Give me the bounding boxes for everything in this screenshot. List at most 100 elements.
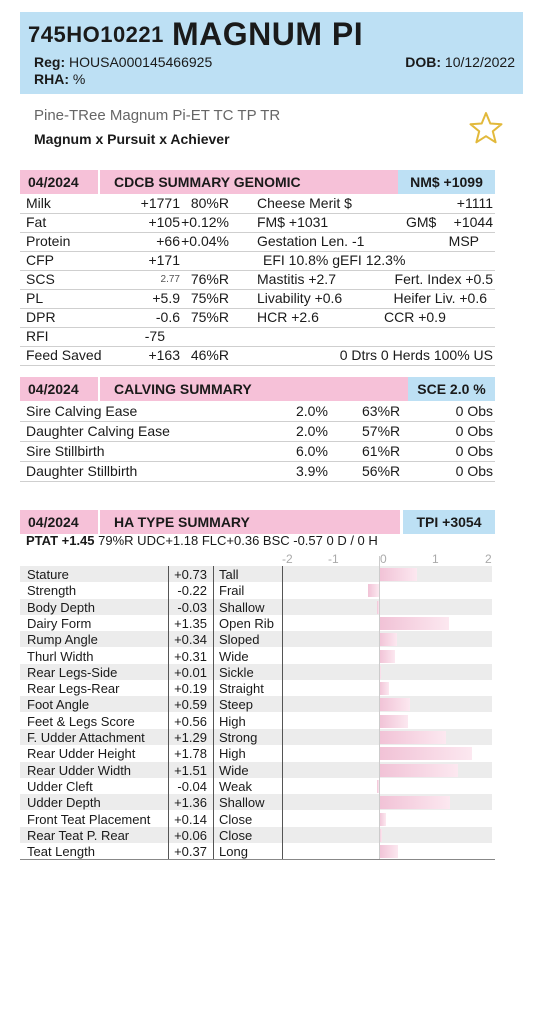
type-section-header: 04/2024 HA TYPE SUMMARY TPI +3054	[20, 510, 495, 534]
type-trait-row: Teat Length +0.37 Long	[20, 843, 492, 859]
trait-descriptor: Wide	[219, 648, 249, 664]
type-trait-row: Thurl Width +0.31 Wide	[20, 648, 492, 664]
trait-descriptor: Sickle	[219, 664, 254, 680]
trait-value: -0.03	[177, 599, 207, 615]
sce-badge: SCE 2.0 %	[408, 377, 495, 401]
trait-label: Udder Cleft	[27, 778, 93, 794]
trait-label: Rear Teat P. Rear	[27, 827, 130, 843]
type-trait-row: Udder Depth +1.36 Shallow	[20, 794, 492, 811]
trait-label: Rear Legs-Rear	[27, 681, 120, 697]
genomic-date: 04/2024	[20, 170, 98, 194]
trait-descriptor: Weak	[219, 778, 252, 794]
genomic-row: Fat +105 +0.12% FM$ +1031 GM$ +1044	[20, 213, 495, 233]
type-trait-row: Rear Udder Height +1.78 High	[20, 745, 492, 761]
trait-label: Body Depth	[27, 599, 95, 615]
type-trait-row: Foot Angle +0.59 Steep	[20, 696, 492, 713]
trait-value: +1.29	[174, 730, 207, 745]
trait-bar	[379, 698, 410, 712]
genomic-row: Milk +1771 80%R Cheese Merit $ +1111	[20, 194, 495, 214]
trait-bar	[379, 763, 458, 777]
bull-name: MAGNUM PI	[172, 16, 364, 52]
trait-value: +1.51	[174, 762, 207, 778]
naab-code: 745HO10221	[28, 22, 164, 47]
axis-tick: -2	[282, 552, 293, 566]
trait-label: Strength	[27, 583, 77, 599]
trait-descriptor: High	[219, 746, 246, 762]
pedigree: Magnum x Pursuit x Achiever	[34, 131, 230, 147]
type-trait-row: Rear Udder Width +1.51 Wide	[20, 761, 492, 778]
trait-descriptor: Tall	[219, 567, 239, 582]
trait-bar	[379, 568, 417, 581]
trait-value: +0.31	[174, 648, 207, 664]
trait-label: Teat Length	[27, 844, 95, 860]
calving-row: Sire Stillbirth 6.0% 61%R 0 Obs	[20, 441, 495, 462]
trait-bar	[379, 731, 447, 744]
trait-bar	[379, 665, 381, 679]
trait-label: Thurl Width	[27, 648, 94, 664]
animal-header: 745HO10221 MAGNUM PI Reg: HOUSA000145466…	[20, 12, 523, 94]
ptat-line: PTAT +1.45 79%R UDC+1.18 FLC+0.36 BSC -0…	[26, 533, 378, 548]
trait-label: Rear Udder Width	[27, 762, 132, 778]
genomic-row: PL +5.9 75%R Livability +0.6 Heifer Liv.…	[20, 289, 495, 309]
calving-row: Daughter Stillbirth 3.9% 56%R 0 Obs	[20, 461, 495, 482]
genomic-title: CDCB SUMMARY GENOMIC	[100, 170, 414, 194]
trait-label: Stature	[27, 567, 69, 582]
type-trait-row: Rear Teat P. Rear +0.06 Close	[20, 826, 492, 843]
trait-bar	[379, 845, 399, 859]
column-divider	[213, 566, 214, 860]
chart-bottom-rule	[20, 859, 495, 861]
calving-row: Daughter Calving Ease 2.0% 57%R 0 Obs	[20, 421, 495, 442]
type-trait-row: Strength -0.22 Frail	[20, 582, 492, 598]
favorite-star-icon[interactable]	[468, 110, 504, 146]
trait-value: +1.36	[174, 795, 207, 811]
trait-value: -0.04	[177, 778, 207, 794]
trait-bar	[376, 779, 379, 793]
trait-value: +0.01	[174, 664, 207, 680]
axis-tick: 0	[380, 552, 387, 566]
type-trait-row: Body Depth -0.03 Shallow	[20, 598, 492, 615]
type-trait-row: Rear Legs-Side +0.01 Sickle	[20, 663, 492, 680]
trait-bar	[379, 796, 450, 810]
trait-label: Dairy Form	[27, 615, 92, 631]
type-trait-row: F. Udder Attachment +1.29 Strong	[20, 729, 492, 745]
trait-label: Rear Udder Height	[27, 746, 136, 762]
trait-value: +0.37	[174, 844, 207, 860]
axis-tick: 2	[485, 552, 492, 566]
genomic-row: Protein +66 +0.04% Gestation Len. -1 MSP	[20, 232, 495, 252]
trait-label: Foot Angle	[27, 697, 90, 713]
trait-value: +0.06	[174, 827, 207, 843]
nm-dollar-badge: NM$ +1099	[398, 170, 495, 194]
long-name: Pine-TRee Magnum Pi-ET TC TP TR	[34, 107, 281, 124]
trait-value: +0.59	[174, 697, 207, 713]
trait-descriptor: Wide	[219, 762, 249, 778]
trait-label: Front Teat Placement	[27, 811, 151, 827]
trait-label: Udder Depth	[27, 795, 101, 811]
trait-descriptor: Frail	[219, 583, 245, 599]
trait-value: +0.34	[174, 632, 207, 648]
trait-bar	[379, 747, 472, 761]
axis-tick: 1	[432, 552, 439, 566]
trait-bar	[377, 600, 379, 614]
trait-label: F. Udder Attachment	[27, 730, 145, 745]
calving-date: 04/2024	[20, 377, 98, 401]
trait-bar	[367, 584, 379, 598]
genomic-row: Feed Saved +163 46%R 0 Dtrs 0 Herds 100%…	[20, 346, 495, 366]
trait-value: +0.19	[174, 681, 207, 697]
ptat-value: PTAT +1.45	[26, 533, 95, 548]
trait-bar	[379, 828, 383, 842]
column-divider	[282, 566, 283, 860]
trait-descriptor: Close	[219, 811, 253, 827]
trait-value: +0.14	[174, 811, 207, 827]
trait-label: Rump Angle	[27, 632, 98, 648]
calving-section-header: 04/2024 CALVING SUMMARY SCE 2.0 %	[20, 377, 495, 401]
trait-bar	[379, 812, 387, 826]
calving-title: CALVING SUMMARY	[100, 377, 426, 401]
trait-value: +1.35	[174, 615, 207, 631]
registration: Reg: HOUSA000145466925	[34, 54, 213, 70]
column-divider	[168, 566, 169, 860]
trait-descriptor: High	[219, 713, 246, 729]
trait-descriptor: Long	[219, 844, 248, 860]
axis-tick: -1	[328, 552, 339, 566]
type-trait-row: Stature +0.73 Tall	[20, 566, 492, 582]
trait-value: -0.22	[177, 583, 207, 599]
